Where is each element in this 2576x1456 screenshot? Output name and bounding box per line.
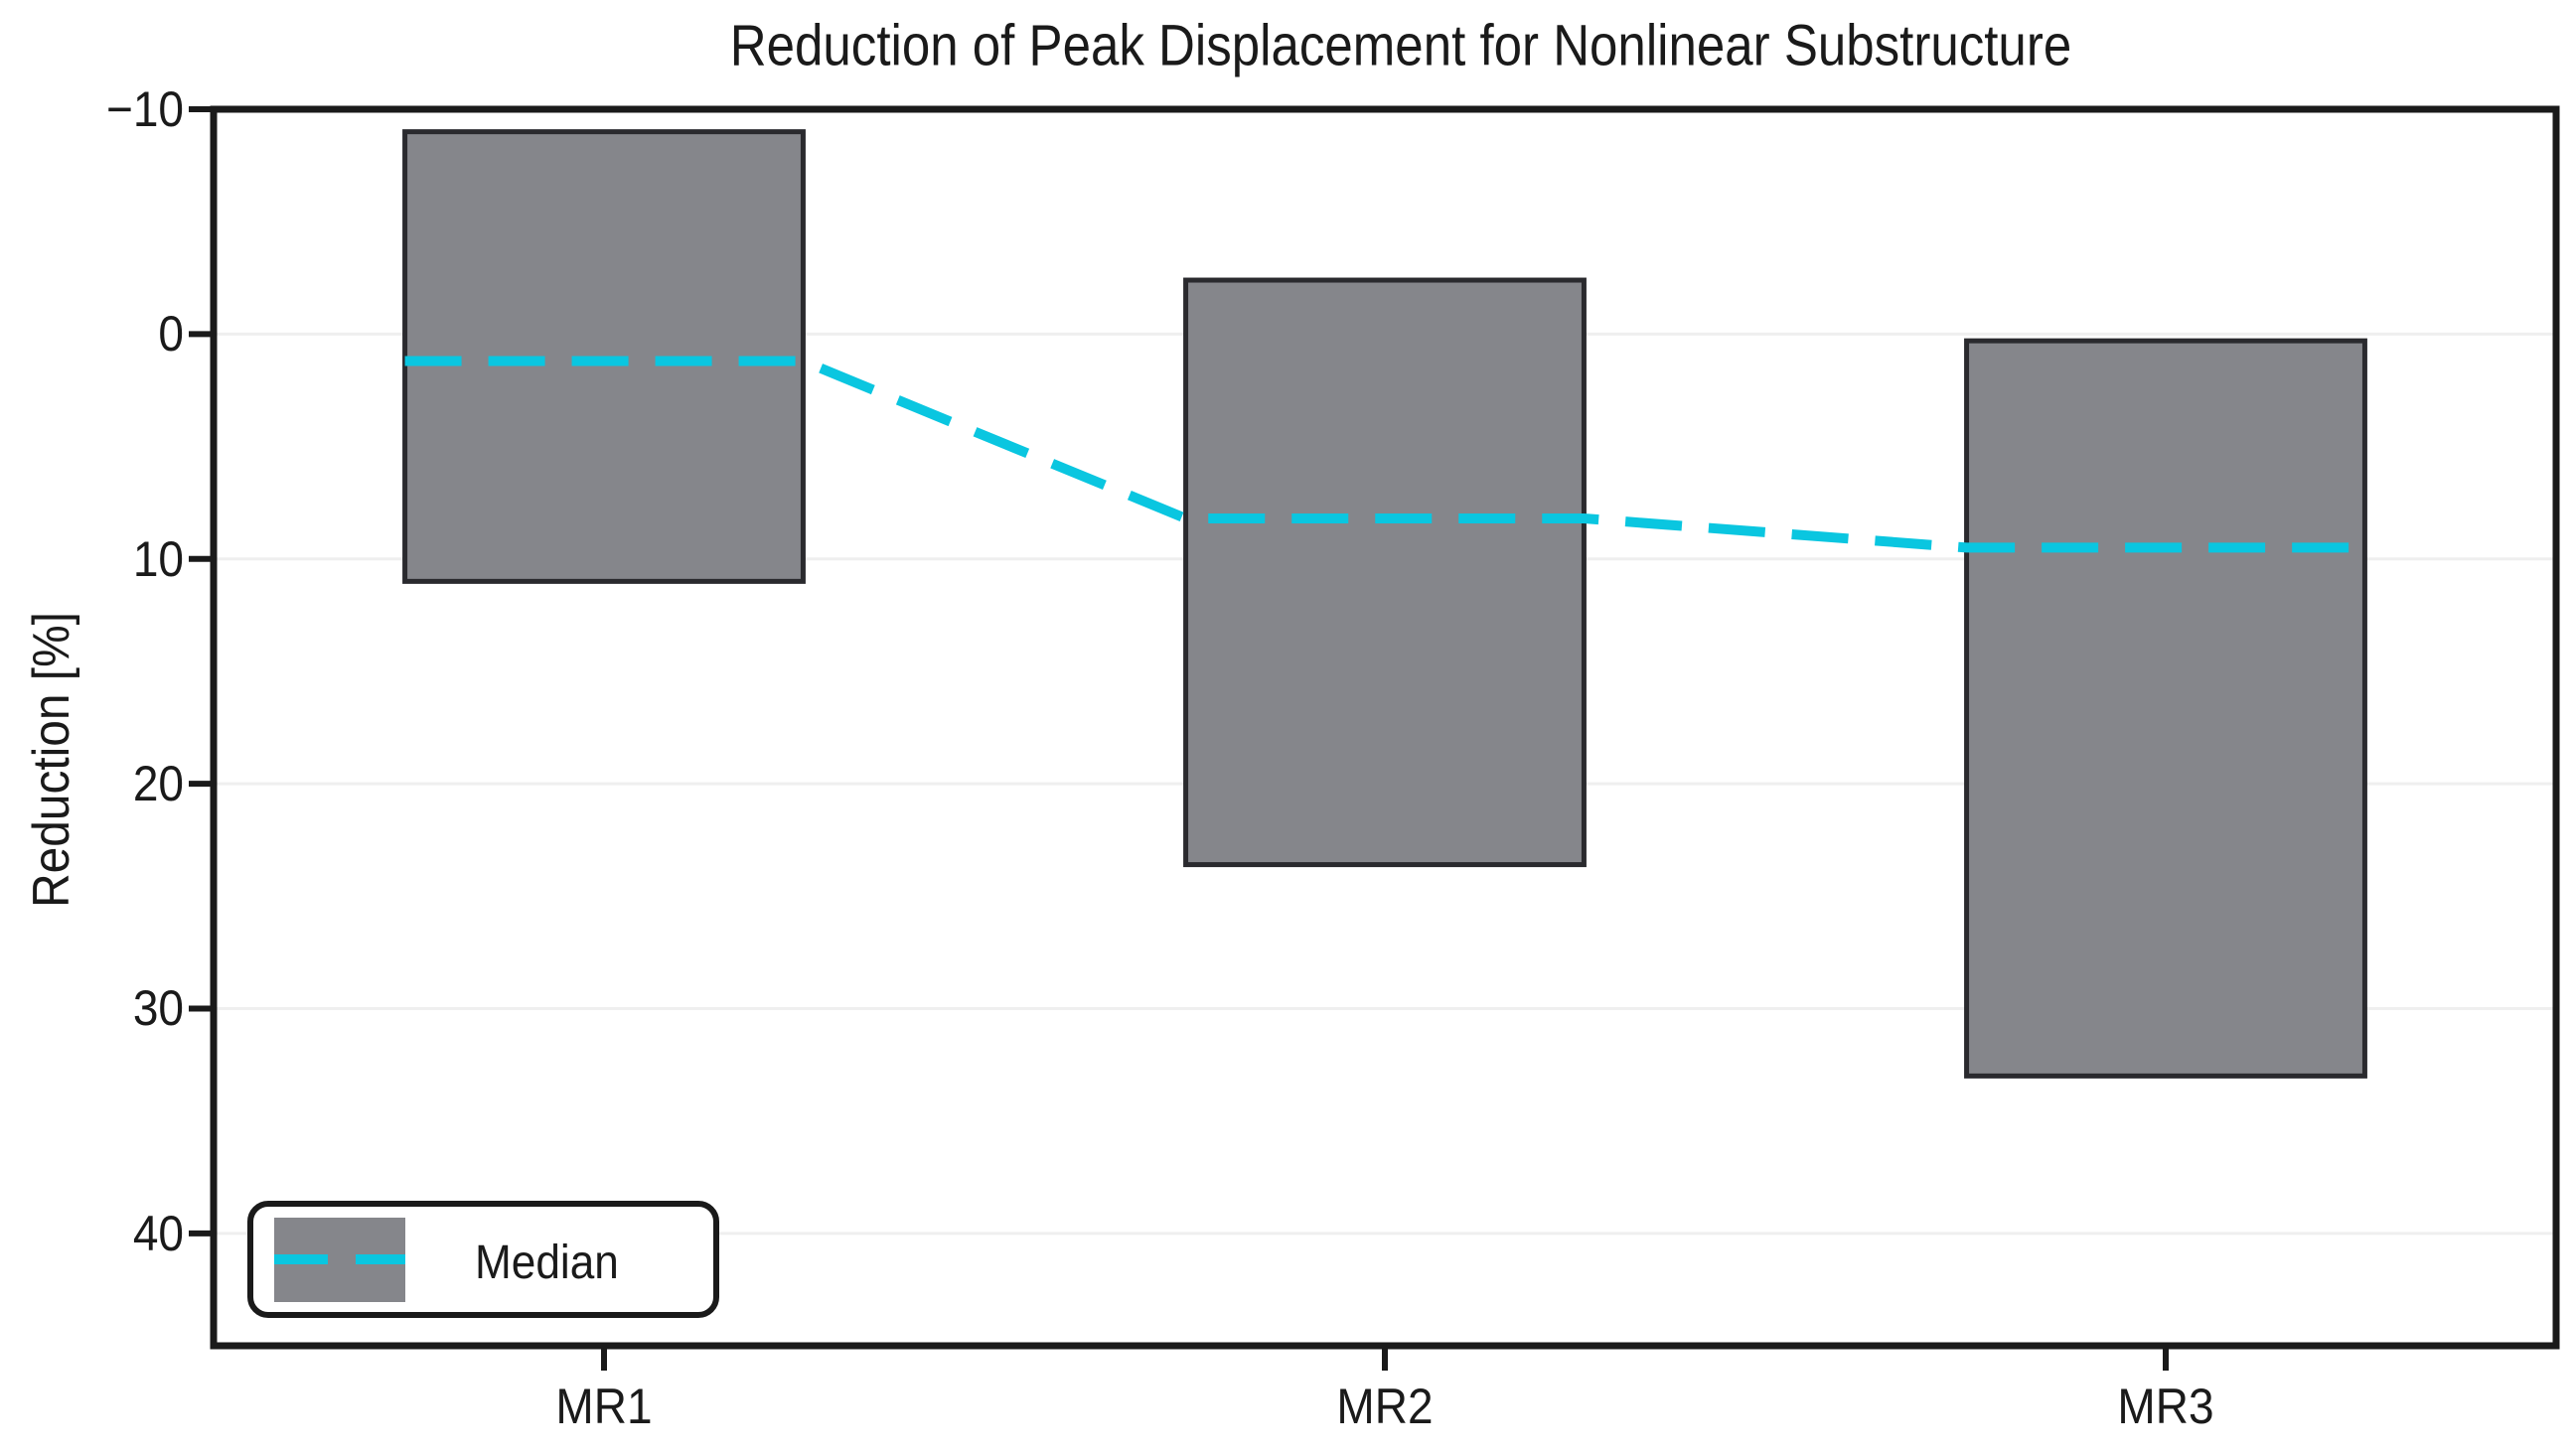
x-tick-label: MR1 [555, 1379, 653, 1434]
legend-label: Median [475, 1237, 619, 1289]
chart-title: Reduction of Peak Displacement for Nonli… [729, 13, 2072, 78]
y-tick-label: 40 [132, 1205, 184, 1261]
y-tick-label: −10 [105, 81, 184, 137]
y-tick-label: 20 [132, 756, 184, 812]
median-line [404, 356, 2365, 553]
bar-MR3 [1964, 338, 2367, 1079]
plot-border [210, 105, 2560, 1350]
y-tick-label: 10 [132, 530, 184, 587]
x-tick-label: MR2 [1336, 1379, 1434, 1434]
y-tick-label: 0 [158, 306, 184, 363]
y-tick-label: 30 [132, 980, 184, 1037]
x-tick-label: MR3 [2117, 1379, 2214, 1434]
bar-MR2 [1183, 277, 1587, 868]
